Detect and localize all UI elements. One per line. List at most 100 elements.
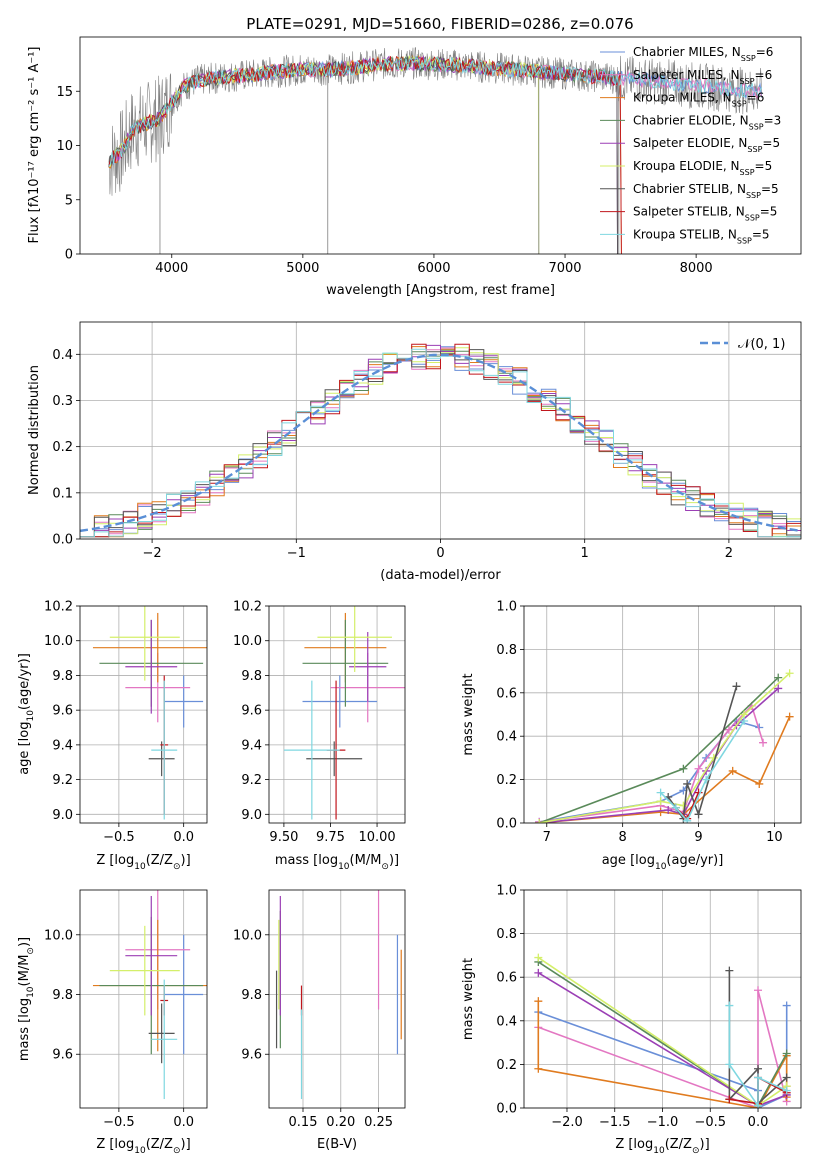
y-tick-label: 9.6	[241, 704, 262, 719]
y-tick-label: 10.2	[233, 600, 262, 615]
legend-label-part: SSP	[745, 213, 760, 222]
y-axis-label: mass weight	[461, 958, 476, 1040]
series-marker-krou_miles	[728, 766, 737, 775]
legend-label-part: Chabrier MILES, N	[633, 45, 741, 59]
x-tick-label: 10	[766, 830, 783, 845]
point-chab_miles	[164, 934, 204, 1055]
label-part: ⊙	[173, 862, 181, 872]
y-tick-label: 9.2	[241, 773, 262, 788]
y-tick-label: 10.2	[44, 600, 73, 615]
series-marker-chab_stelib	[694, 810, 703, 819]
series-marker-chab_elodie	[774, 673, 783, 682]
y-tick-label: 9.0	[52, 808, 73, 823]
errorbars	[92, 606, 207, 820]
label-part: mass [log	[17, 998, 32, 1061]
y-tick-label: 10.0	[233, 634, 262, 649]
label-part: ⊙	[692, 1146, 700, 1156]
x-tick-label: 6000	[417, 261, 450, 276]
legend-label-part: =5	[761, 182, 779, 196]
series-marker-chab_elodie	[782, 1049, 791, 1058]
legend-label-part: Kroupa STELIB, N	[633, 227, 737, 241]
series-marker-krou_stelib	[656, 788, 665, 797]
legend-label-part: =6	[756, 45, 774, 59]
point-chab_miles	[302, 675, 378, 728]
legend-label-part: =5	[752, 227, 770, 241]
x-tick-label: 0.20	[326, 1115, 355, 1130]
series-line-krou_miles	[537, 1001, 788, 1108]
series-marker-krou_miles	[755, 779, 764, 788]
label-part: ⊙	[26, 947, 36, 955]
x-tick-label: 0.0	[173, 1115, 194, 1130]
errorbars	[92, 890, 207, 1100]
figure-title: PLATE=0291, MJD=51660, FIBERID=0286, z=0…	[246, 15, 633, 33]
x-axis-label: (data-model)/error	[380, 568, 501, 583]
label-part: 10	[338, 862, 350, 872]
y-tick-label: 0.3	[52, 394, 73, 409]
legend-label-part: SSP	[740, 168, 755, 177]
y-tick-label: 5	[65, 193, 73, 208]
legend-label: Kroupa MILES, NSSP=6	[633, 91, 764, 109]
panel-mass_vs_Z: −0.5 0.09.69.810.0Z [log10(Z/Z⊙)]mass [lo…	[17, 889, 208, 1156]
label-part: )]	[389, 853, 399, 868]
series-marker-chab_stelib	[683, 779, 692, 788]
legend-label-part: Chabrier ELODIE, N	[633, 113, 749, 127]
label-part: Z [log	[96, 853, 134, 868]
label-part: (age/yr)]	[666, 853, 723, 868]
x-tick-label: −0.5	[103, 830, 135, 845]
x-axis-label: age [log10(age/yr)]	[602, 853, 724, 872]
series-marker-krou_stelib	[740, 717, 749, 726]
x-tick-label: −1	[287, 546, 306, 561]
x-axis-label: Z [log10(Z/Z⊙)]	[96, 853, 190, 872]
legend-label: Kroupa STELIB, NSSP=5	[633, 227, 770, 245]
series-marker-salp_stelib	[725, 1095, 734, 1104]
series-marker-salp_elodie	[774, 684, 783, 693]
legend-label-part: =5	[755, 159, 773, 173]
y-tick-label: 10	[56, 139, 73, 154]
x-tick-label: 0.0	[173, 830, 194, 845]
x-tick-label: −2.0	[551, 1115, 583, 1130]
x-axis-label: Z [log10(Z/Z⊙)]	[96, 1137, 190, 1156]
point-krou_stelib	[283, 680, 340, 820]
legend-label-part: SSP	[737, 236, 752, 245]
y-tick-label: 9.0	[241, 808, 262, 823]
legend-label: 𝒩(0, 1)	[738, 337, 785, 352]
series-marker-krou_elodie	[679, 801, 688, 810]
y-tick-label: 0.0	[496, 1102, 517, 1117]
errorbars	[275, 890, 402, 1100]
series-marker-salp_elodie	[664, 805, 673, 814]
y-tick-label: 0.8	[496, 927, 517, 942]
series-marker-krou_stelib	[725, 1001, 734, 1010]
legend-label-part: SSP	[732, 99, 747, 108]
legend-label: Salpeter MILES, NSSP=6	[633, 68, 772, 86]
y-tick-label: 9.6	[52, 704, 73, 719]
histogram-krou_stelib	[80, 348, 801, 538]
y-tick-label: 10.0	[44, 928, 73, 943]
y-axis-label: mass [log10(M/M⊙)]	[17, 937, 36, 1061]
y-tick-label: 10.0	[233, 928, 262, 943]
series-line-krou_elodie	[539, 672, 791, 823]
panel-age_vs_Z: −0.5 0.09.09.29.49.69.810.010.2Z [log10(Z…	[17, 600, 208, 872]
legend-label: Chabrier STELIB, NSSP=5	[633, 182, 779, 200]
y-axis-label: Normed distribution	[27, 365, 42, 495]
x-tick-label: 10.00	[358, 830, 395, 845]
y-tick-label: 1.0	[496, 884, 517, 899]
y-tick-label: 9.8	[52, 669, 73, 684]
series-marker-krou_miles	[534, 997, 543, 1006]
series-line-krou_miles	[539, 716, 791, 823]
legend-label-part: =6	[747, 91, 765, 105]
series-marker-chab_stelib	[732, 682, 741, 691]
point-krou_elodie	[109, 925, 180, 1016]
label-part: 10	[26, 986, 36, 998]
point-salp_elodie	[125, 895, 178, 1016]
histograms	[80, 343, 801, 538]
point-chab_stelib	[148, 741, 175, 777]
legend-label-part: Salpeter ELODIE, N	[633, 136, 747, 150]
series-marker-salp_miles	[754, 986, 763, 995]
legend-label-part: Chabrier STELIB, N	[633, 182, 746, 196]
y-tick-label: 0.2	[496, 773, 517, 788]
label-part: )]	[17, 937, 32, 947]
x-tick-label: 9.75	[316, 830, 345, 845]
